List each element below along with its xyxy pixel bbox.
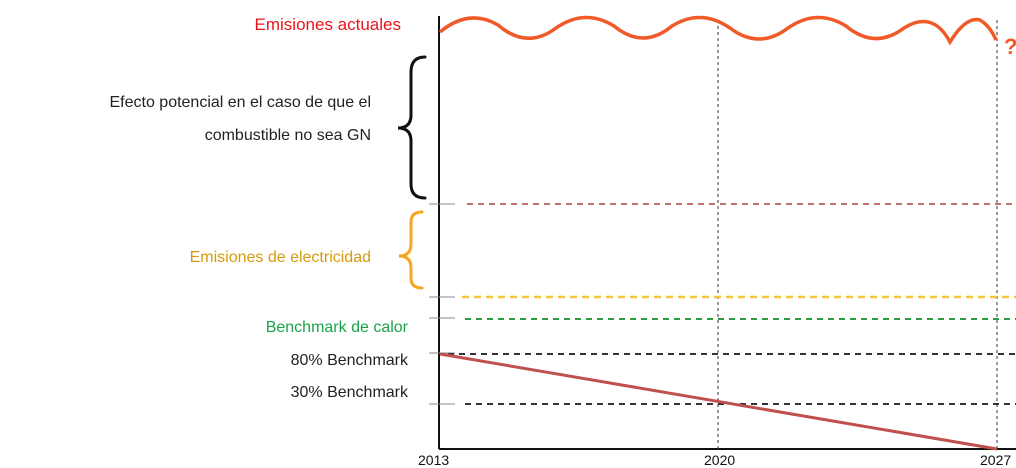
benchmark-80-label: 80% Benchmark bbox=[290, 352, 408, 369]
heat-benchmark-label: Benchmark de calor bbox=[265, 319, 408, 336]
current-emissions-label: Emisiones actuales bbox=[254, 15, 401, 34]
electricity-emissions-brace bbox=[398, 210, 424, 290]
electricity-emissions-label: Emisiones de electricidad bbox=[189, 249, 371, 266]
potential-effect-brace bbox=[397, 55, 427, 200]
potential-effect-label-line2: combustible no sea GN bbox=[204, 127, 371, 144]
x-tick-2013: 2013 bbox=[418, 452, 450, 468]
potential-effect-label-line1: Efecto potencial en el caso de que el bbox=[109, 94, 371, 111]
declining-benchmark-line bbox=[439, 352, 998, 451]
x-tick-2027: 2027 bbox=[980, 452, 1012, 468]
benchmark-30-label: 30% Benchmark bbox=[290, 384, 408, 401]
question-mark: ? bbox=[1004, 34, 1016, 59]
current-emissions-wave bbox=[438, 15, 998, 46]
x-tick-2020: 2020 bbox=[704, 452, 736, 468]
